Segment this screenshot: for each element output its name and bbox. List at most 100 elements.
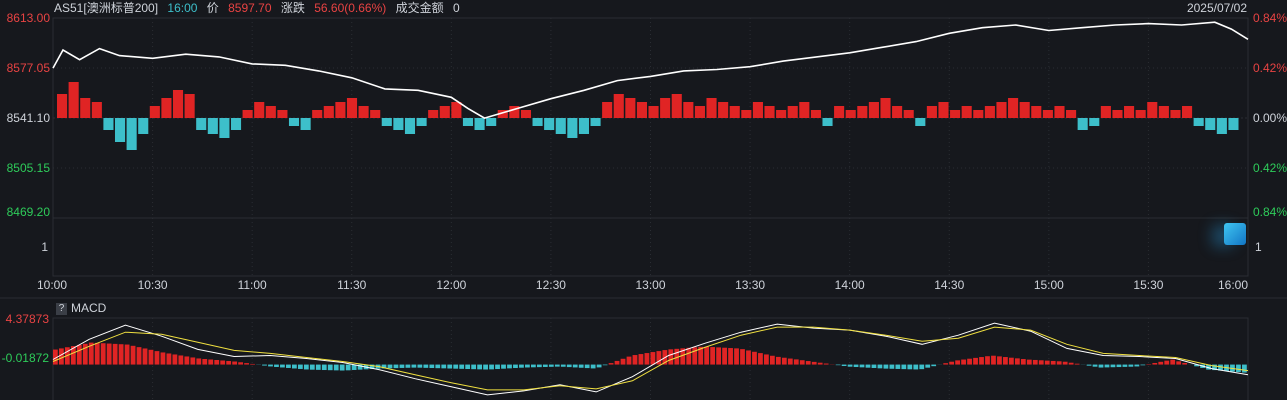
pnl-bar [706,98,717,118]
macd-hist-bar [1242,364,1247,373]
pnl-bar [393,118,404,130]
macd-hist-bar [770,355,775,365]
macd-hist-bar [823,363,829,365]
time-tick-label: 11:00 [238,278,267,292]
percent-tick-label: 0.00% [1253,111,1287,125]
macd-hist-bar [106,343,112,365]
pnl-bar [625,98,636,118]
macd-hist-bar [877,364,883,369]
macd-hist-bar [578,364,584,368]
trade-date: 2025/07/02 [1186,1,1247,15]
pnl-bar [80,98,91,118]
pnl-bar [973,110,984,118]
pnl-bar [1147,102,1158,118]
pnl-bar [346,98,358,118]
pnl-bar [578,118,590,134]
pnl-bar [799,102,810,118]
macd-hist-bar [805,361,811,365]
macd-hist-bar [799,360,805,365]
macd-hist-bar [226,360,232,365]
macd-hist-bar [172,354,178,365]
macd-hist-bar [566,364,572,368]
macd-hist-bar [297,364,303,369]
pnl-bar [68,82,79,118]
macd-hist-bar [620,358,626,365]
pnl-bar [1193,118,1204,126]
pnl-bar [660,98,671,118]
help-button[interactable]: ? [56,302,67,315]
macd-hist-bar [423,364,429,368]
pnl-bar [370,110,381,118]
pnl-bar [242,110,253,118]
pnl-bar [520,110,532,118]
macd-hist-bar [1236,364,1241,373]
macd-hist-bar [853,364,859,368]
pnl-bar [416,118,427,126]
macd-hist-bar [967,358,972,365]
pnl-bar [103,118,114,130]
change-label: 涨跌 [280,1,305,15]
macd-hist-bar [728,348,733,365]
macd-hist-bar [292,364,297,369]
macd-hist-bar [907,364,913,370]
macd-hist-bar [979,357,984,365]
pnl-bar [161,98,172,118]
macd-hist-bar [327,364,333,371]
pnl-bar [196,118,207,130]
pnl-bar [474,118,485,130]
price-value: 8597.70 [228,1,272,15]
macd-hist-bar [602,364,608,366]
macd-hist-bar [501,364,506,369]
macd-hist-bar [118,344,124,365]
macd-hist-bar [997,356,1002,365]
macd-hist-bar [88,342,94,365]
symbol-name[interactable]: AS51[澳洲标普200] [54,1,159,15]
pnl-bar [729,106,740,118]
macd-hist-bar [447,364,453,369]
macd-hist-bar [405,364,411,368]
macd-hist-bar [560,364,566,367]
macd-hist-bar [100,343,106,365]
pnl-bar [404,118,416,134]
macd-hist-bar [1182,362,1188,365]
macd-hist-bar [632,355,638,365]
app-logo-icon[interactable] [1224,223,1246,245]
macd-hist-bar [752,351,757,365]
macd-hist-bar [781,357,787,365]
pnl-bar [1182,106,1193,118]
time-tick-label: 15:00 [1034,278,1064,292]
macd-hist-bar [58,348,64,365]
macd-title[interactable]: MACD [71,301,107,315]
macd-hist-bar [1212,364,1217,371]
macd-hist-bar [1086,364,1092,366]
pnl-bar [810,110,821,118]
macd-hist-bar [1140,364,1146,366]
pnl-bar [1112,110,1123,118]
time-tick-label: 14:00 [835,278,865,292]
macd-hist-bar [184,356,190,365]
pnl-bar [1158,106,1169,118]
time-tick-label: 10:30 [138,278,168,292]
pnl-bar [1170,110,1181,118]
macd-hist-bar [333,364,339,371]
macd-hist-bar [674,348,680,365]
pnl-bar [984,106,995,118]
macd-hist-bar [548,364,554,367]
macd-hist-bar [1152,362,1158,365]
pnl-bar [555,118,566,134]
pnl-bar [288,118,300,126]
macd-hist-bar [369,364,375,369]
pnl-bar [1031,106,1042,118]
percent-tick-label: 0.84% [1253,205,1287,219]
macd-hist-bar [764,354,769,365]
macd-hist-bar [274,364,279,367]
macd-hist-bar [262,364,267,366]
time-tick-label: 15:30 [1133,278,1163,292]
macd-hist-bar [572,364,578,368]
pnl-bar [776,110,787,118]
macd-hist-bar [220,360,226,365]
macd-hist-bar [76,344,82,365]
macd-hist-bar [459,364,465,369]
pnl-bar [938,102,949,118]
macd-hist-bar [608,363,614,365]
